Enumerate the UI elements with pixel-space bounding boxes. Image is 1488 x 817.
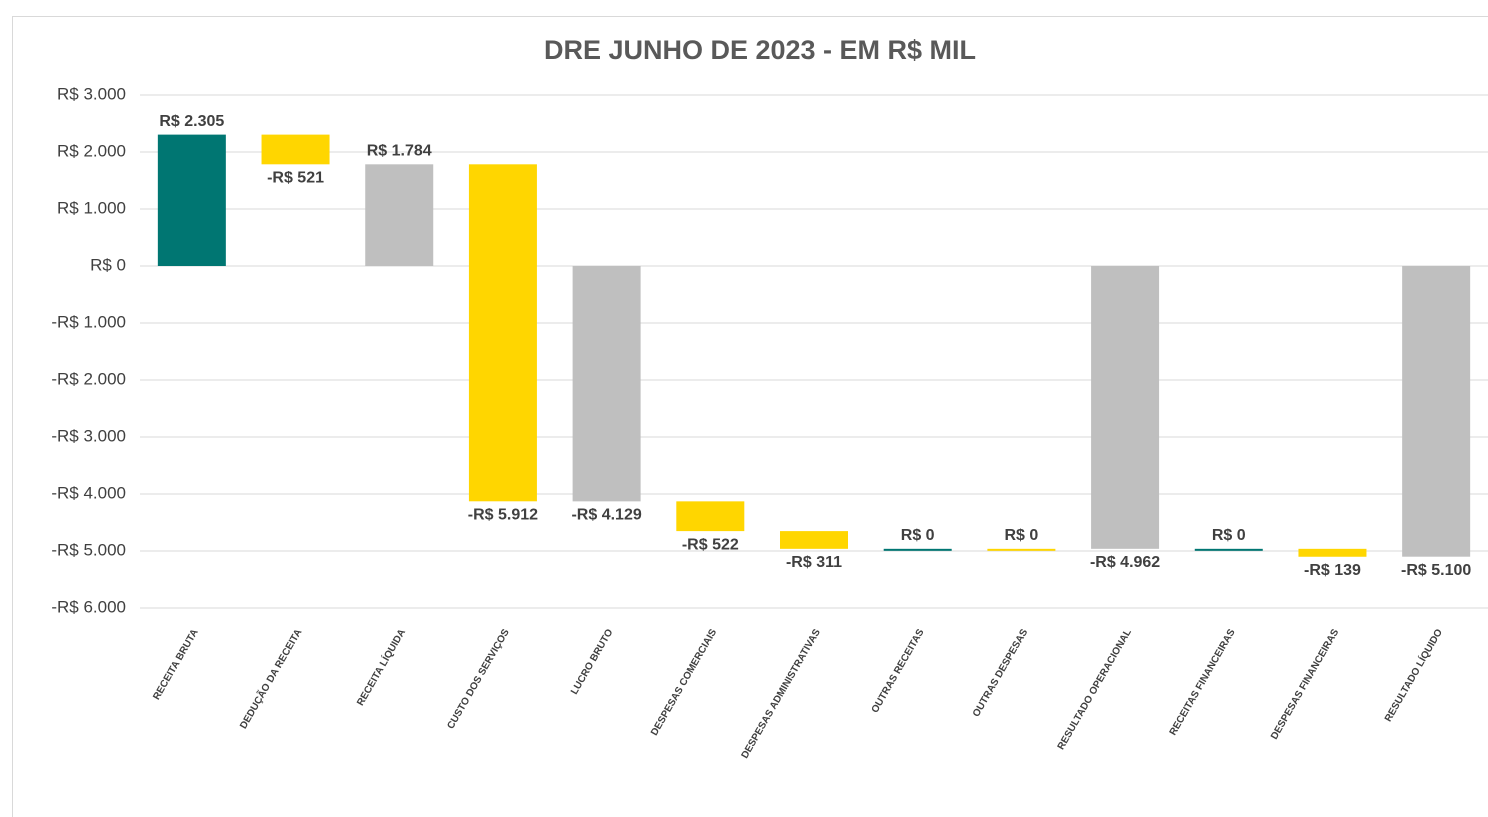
value-label: R$ 2.305 (159, 113, 224, 130)
x-tick-label: DESPESAS COMERCIAIS (649, 627, 719, 738)
value-label: -R$ 521 (267, 170, 324, 187)
y-tick-label: -R$ 3.000 (51, 426, 126, 445)
y-tick-label: -R$ 4.000 (51, 483, 126, 502)
value-label: -R$ 522 (682, 536, 739, 553)
bar (468, 164, 537, 502)
bar (365, 164, 434, 266)
x-tick-label: DESPESAS ADMINISTRATIVAS (740, 627, 823, 761)
y-tick-label: R$ 3.000 (57, 84, 126, 103)
value-label: -R$ 5.912 (468, 507, 538, 524)
x-tick-label: OUTRAS DESPESAS (971, 627, 1030, 719)
y-tick-label: R$ 1.000 (57, 198, 126, 217)
bar (157, 134, 226, 266)
value-label: -R$ 5.100 (1401, 562, 1471, 579)
value-label: -R$ 4.962 (1090, 554, 1160, 571)
value-label: -R$ 311 (786, 554, 842, 571)
bar (261, 134, 330, 165)
y-tick-label: -R$ 6.000 (51, 597, 126, 616)
x-tick-label: RESULTADO LÍQUIDO (1381, 626, 1445, 724)
x-tick-label: CUSTO DOS SERVIÇOS (446, 627, 512, 731)
x-tick-label: DESPESAS FINANCEIRAS (1269, 627, 1341, 742)
x-tick-label: RECEITA BRUTA (151, 627, 200, 702)
x-tick-label: DEDUÇÃO DA RECEITA (236, 626, 304, 731)
bar (1091, 266, 1160, 549)
bar (883, 548, 952, 551)
bar (1402, 266, 1471, 557)
y-tick-label: R$ 0 (90, 255, 126, 274)
value-label: -R$ 139 (1304, 562, 1361, 579)
value-label: -R$ 4.129 (571, 507, 641, 524)
chart-frame (12, 16, 1488, 817)
x-tick-label: OUTRAS RECEITAS (870, 627, 927, 715)
value-label: R$ 0 (1004, 527, 1038, 544)
y-tick-label: -R$ 5.000 (51, 540, 126, 559)
x-tick-label: LUCRO BRUTO (569, 627, 615, 697)
chart-title: DRE JUNHO DE 2023 - EM R$ MIL (544, 35, 976, 65)
bar (1194, 548, 1263, 551)
y-tick-label: R$ 2.000 (57, 141, 126, 160)
value-label: R$ 0 (1212, 527, 1246, 544)
y-tick-label: -R$ 2.000 (51, 369, 126, 388)
x-tick-label: RECEITA LÍQUIDA (354, 626, 409, 708)
bar (572, 266, 641, 502)
y-tick-label: -R$ 1.000 (51, 312, 126, 331)
bar (987, 548, 1056, 551)
value-label: R$ 0 (901, 527, 935, 544)
x-tick-label: RESULTADO OPERACIONAL (1056, 627, 1134, 752)
bar (780, 531, 848, 549)
bar (676, 501, 745, 532)
x-tick-label: RECEITAS FINANCEIRAS (1168, 627, 1238, 738)
bar (1298, 548, 1367, 557)
value-label: R$ 1.784 (367, 143, 432, 160)
